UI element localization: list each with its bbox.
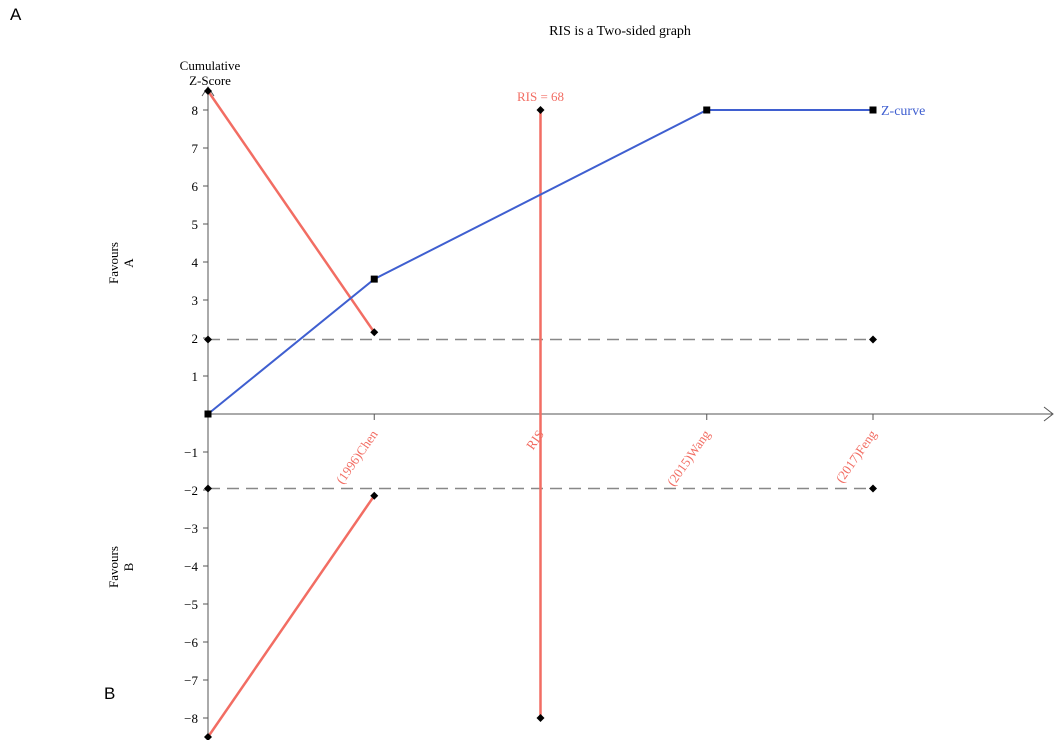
y-tick-label: −1	[184, 445, 198, 460]
z-curve-label: Z-curve	[881, 104, 925, 119]
x-tick-label: (2017)Feng	[832, 427, 879, 486]
threshold-point	[869, 336, 877, 344]
y-axis-label-line: Z-Score	[189, 73, 231, 88]
x-tick-label: (2015)Wang	[664, 427, 714, 489]
y-tick-label: 2	[192, 331, 199, 346]
x-tick-label: (1996)Chen	[333, 427, 381, 487]
y-tick-label: −7	[184, 673, 198, 688]
y-tick-label: 8	[192, 103, 199, 118]
z-curve-point	[371, 276, 378, 283]
y-tick-label: 6	[192, 179, 199, 194]
y-axis-label: Cumulative Z-Score	[180, 58, 241, 88]
favours-b-line: Favours	[106, 546, 121, 588]
favours-a-line: A	[121, 258, 136, 268]
y-axis-label-line: Cumulative	[180, 58, 241, 73]
z-curve-point	[870, 107, 877, 114]
y-tick-label: 4	[192, 255, 199, 270]
y-tick-label: 1	[192, 369, 199, 384]
threshold-point	[204, 484, 212, 492]
favours-a-line: Favours	[106, 242, 121, 284]
y-tick-label: 7	[192, 141, 199, 156]
ris-line-group: RIS = 68	[517, 89, 564, 722]
y-tick-label: 3	[192, 293, 199, 308]
y-tick-label: −8	[184, 711, 198, 726]
y-tick-label: −3	[184, 521, 198, 536]
y-tick-label: −2	[184, 483, 198, 498]
z-curve-point	[205, 411, 212, 418]
ris-endpoint	[537, 714, 545, 722]
y-tick-label: −6	[184, 635, 198, 650]
x-tick-label: RIS	[523, 427, 547, 452]
z-curve-series: Z-curve	[205, 104, 926, 418]
axes: −8 −7 −6 −5 −4 −3 −2 −1 1 2 3 4 5 6 7 8	[184, 87, 1053, 739]
threshold-point	[869, 484, 877, 492]
lower-boundary-line	[208, 496, 374, 737]
y-tick-label: 5	[192, 217, 199, 232]
favours-b-line: B	[121, 562, 136, 571]
y-tick-label: −4	[184, 559, 198, 574]
z-curve-point	[703, 107, 710, 114]
x-tick-labels: (1996)Chen RIS (2015)Wang (2017)Feng	[333, 427, 880, 489]
upper-boundary-line	[208, 91, 374, 332]
y-tick-label: −5	[184, 597, 198, 612]
threshold-point	[204, 336, 212, 344]
ris-endpoint	[537, 106, 545, 114]
chart-title: RIS is a Two-sided graph	[549, 24, 691, 39]
favours-a-label: FavoursA	[106, 242, 136, 284]
favours-b-label: FavoursB	[106, 546, 136, 588]
ris-label: RIS = 68	[517, 89, 564, 104]
